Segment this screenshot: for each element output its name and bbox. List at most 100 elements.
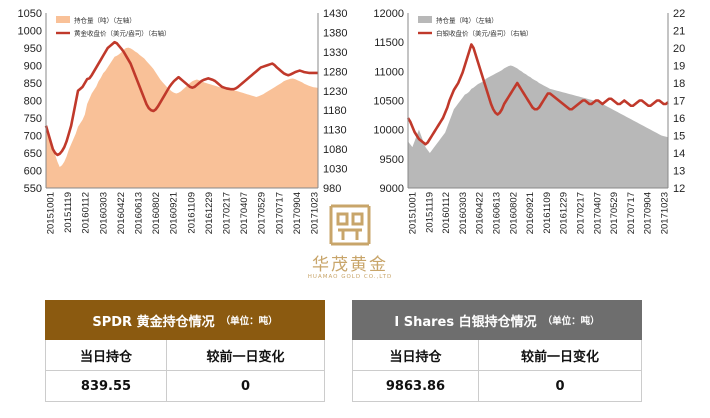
logo-chinese-name: 华茂黄金 [312, 255, 388, 275]
company-logo: 华茂黄金 HUAMAO GOLD CO.,LTD [285, 200, 415, 295]
x-tick-label: 20151119 [424, 192, 435, 233]
silver-table-title: I Shares 白银持仓情况 [394, 314, 537, 330]
series-area-holdings [46, 47, 318, 189]
x-tick-label: 20160112 [81, 192, 92, 234]
y-right-tick-label: 16 [673, 113, 685, 125]
series-line-price [406, 43, 669, 146]
y-right-tick-label: 22 [673, 8, 685, 20]
x-tick-label: 20170407 [239, 192, 250, 234]
series-line-price [44, 40, 318, 157]
legend-label-holdings: 持仓量（吨）（左轴） [436, 16, 498, 25]
y-left-tick-label: 12000 [373, 8, 404, 20]
y-right-tick-label: 980 [323, 183, 341, 195]
x-tick-label: 20171023 [310, 192, 321, 234]
gold-table-title: SPDR 黄金持仓情况 [92, 314, 215, 330]
gold-table-value-row: 839.55 0 [45, 371, 325, 402]
gold-chart: 550 600 650 700 750 800 850 900 950 1000 1050 980 10… [18, 8, 348, 234]
x-tick-label: 20160802 [508, 192, 519, 234]
y-left-tick-label: 9000 [380, 183, 404, 195]
y-left-tick-label: 650 [24, 148, 42, 160]
x-tick-label: 20160303 [458, 192, 469, 234]
x-tick-label: 20170717 [626, 192, 637, 234]
y-left-tick-label: 950 [24, 43, 42, 55]
silver-holdings-table: I Shares 白银持仓情况 （单位：吨） 当日持仓 较前一日变化 9863.… [352, 300, 642, 402]
x-tick-label: 20161109 [186, 192, 197, 234]
silver-table-header: I Shares 白银持仓情况 （单位：吨） [352, 300, 642, 340]
gold-table-unit: （单位：吨） [220, 316, 278, 327]
y-left-tick-label: 850 [24, 78, 42, 90]
y-right-tick-label: 1180 [323, 105, 347, 117]
silver-change-label: 较前一日变化 [478, 340, 641, 370]
gold-table-label-row: 当日持仓 较前一日变化 [45, 340, 325, 371]
silver-holding-value: 9863.86 [385, 378, 446, 394]
x-tick-label: 20170217 [576, 192, 587, 234]
legend-label-holdings: 持仓量（吨）（左轴） [74, 16, 136, 25]
y-left-tick-label: 800 [24, 96, 42, 108]
y-left-tick-label: 11500 [374, 37, 404, 49]
x-tick-label: 20160921 [525, 192, 536, 234]
x-tick-label: 20160303 [98, 192, 109, 234]
gold-change-label: 较前一日变化 [166, 340, 324, 370]
x-tick-label: 20170904 [643, 192, 654, 234]
y-left-tick-label: 10500 [373, 96, 404, 108]
legend-swatch-holdings [418, 16, 432, 23]
silver-holding-label: 当日持仓 [389, 349, 442, 365]
x-tick-label: 20170529 [609, 192, 620, 234]
y-right-tick-label: 19 [673, 61, 685, 73]
y-left-tick-label: 9500 [380, 154, 404, 166]
x-tick-label: 20170407 [592, 192, 603, 234]
gold-holding-label: 当日持仓 [79, 349, 132, 365]
y-right-tick-label: 14 [673, 148, 685, 160]
series-area-holdings [408, 65, 668, 188]
gold-table-header: SPDR 黄金持仓情况 （单位：吨） [45, 300, 325, 340]
y-left-tick-label: 1000 [18, 26, 42, 38]
x-tick-label: 20161229 [559, 192, 570, 234]
legend-label-price: 黄金收盘价（美元/盎司）（右轴） [74, 29, 170, 38]
y-right-tick-label: 1330 [323, 47, 347, 59]
x-tick-label: 20170529 [257, 192, 268, 234]
silver-chart: 9000 9500 10000 10500 11000 11500 12000 12 13 14 1… [373, 8, 685, 234]
y-left-tick-label: 10000 [373, 125, 404, 137]
gold-change-value: 0 [166, 371, 324, 401]
silver-table-value-row: 9863.86 0 [352, 371, 642, 402]
y-left-tick-label: 550 [24, 183, 42, 195]
y-right-tick-label: 13 [673, 166, 685, 178]
silver-table-label-row: 当日持仓 较前一日变化 [352, 340, 642, 371]
x-tick-label: 20170717 [274, 192, 285, 234]
y-right-tick-label: 12 [673, 183, 685, 195]
x-tick-label: 20160422 [475, 192, 486, 234]
y-left-tick-label: 600 [24, 166, 42, 178]
x-tick-label: 20151119 [63, 192, 74, 233]
y-right-tick-label: 15 [673, 131, 685, 143]
y-right-tick-label: 1230 [323, 86, 347, 98]
x-tick-label: 20160802 [151, 192, 162, 234]
y-right-tick-label: 1380 [323, 27, 347, 39]
y-right-tick-label: 20 [673, 43, 685, 55]
y-right-tick-label: 17 [673, 96, 685, 108]
x-tick-label: 20151001 [46, 192, 57, 234]
logo-mark-icon [329, 204, 371, 246]
gold-holding-value: 839.55 [80, 378, 132, 394]
x-tick-label: 20170904 [292, 192, 303, 234]
x-tick-label: 20160112 [441, 192, 452, 234]
y-left-tick-label: 900 [24, 61, 42, 73]
x-tick-label: 20170217 [222, 192, 233, 234]
y-right-tick-label: 1280 [323, 66, 347, 78]
x-tick-label: 20160613 [134, 192, 145, 234]
x-tick-label: 20171023 [660, 192, 671, 234]
logo-english-name: HUAMAO GOLD CO.,LTD [307, 274, 393, 280]
x-tick-label: 20160613 [492, 192, 503, 234]
y-right-tick-label: 18 [673, 78, 685, 90]
y-left-tick-label: 700 [24, 131, 42, 143]
y-left-tick-label: 11000 [374, 66, 404, 78]
y-right-tick-label: 1430 [323, 8, 347, 20]
y-right-tick-label: 1030 [323, 164, 347, 176]
legend-label-price: 白银收盘价（美元/盎司）（右轴） [436, 29, 532, 38]
x-tick-label: 20151001 [408, 192, 419, 234]
x-tick-label: 20160422 [116, 192, 127, 234]
x-tick-label: 20161109 [542, 192, 553, 234]
x-tick-label: 20161229 [204, 192, 215, 234]
silver-change-value: 0 [478, 371, 641, 401]
legend-swatch-holdings [56, 16, 70, 23]
y-right-tick-label: 1080 [323, 144, 347, 156]
